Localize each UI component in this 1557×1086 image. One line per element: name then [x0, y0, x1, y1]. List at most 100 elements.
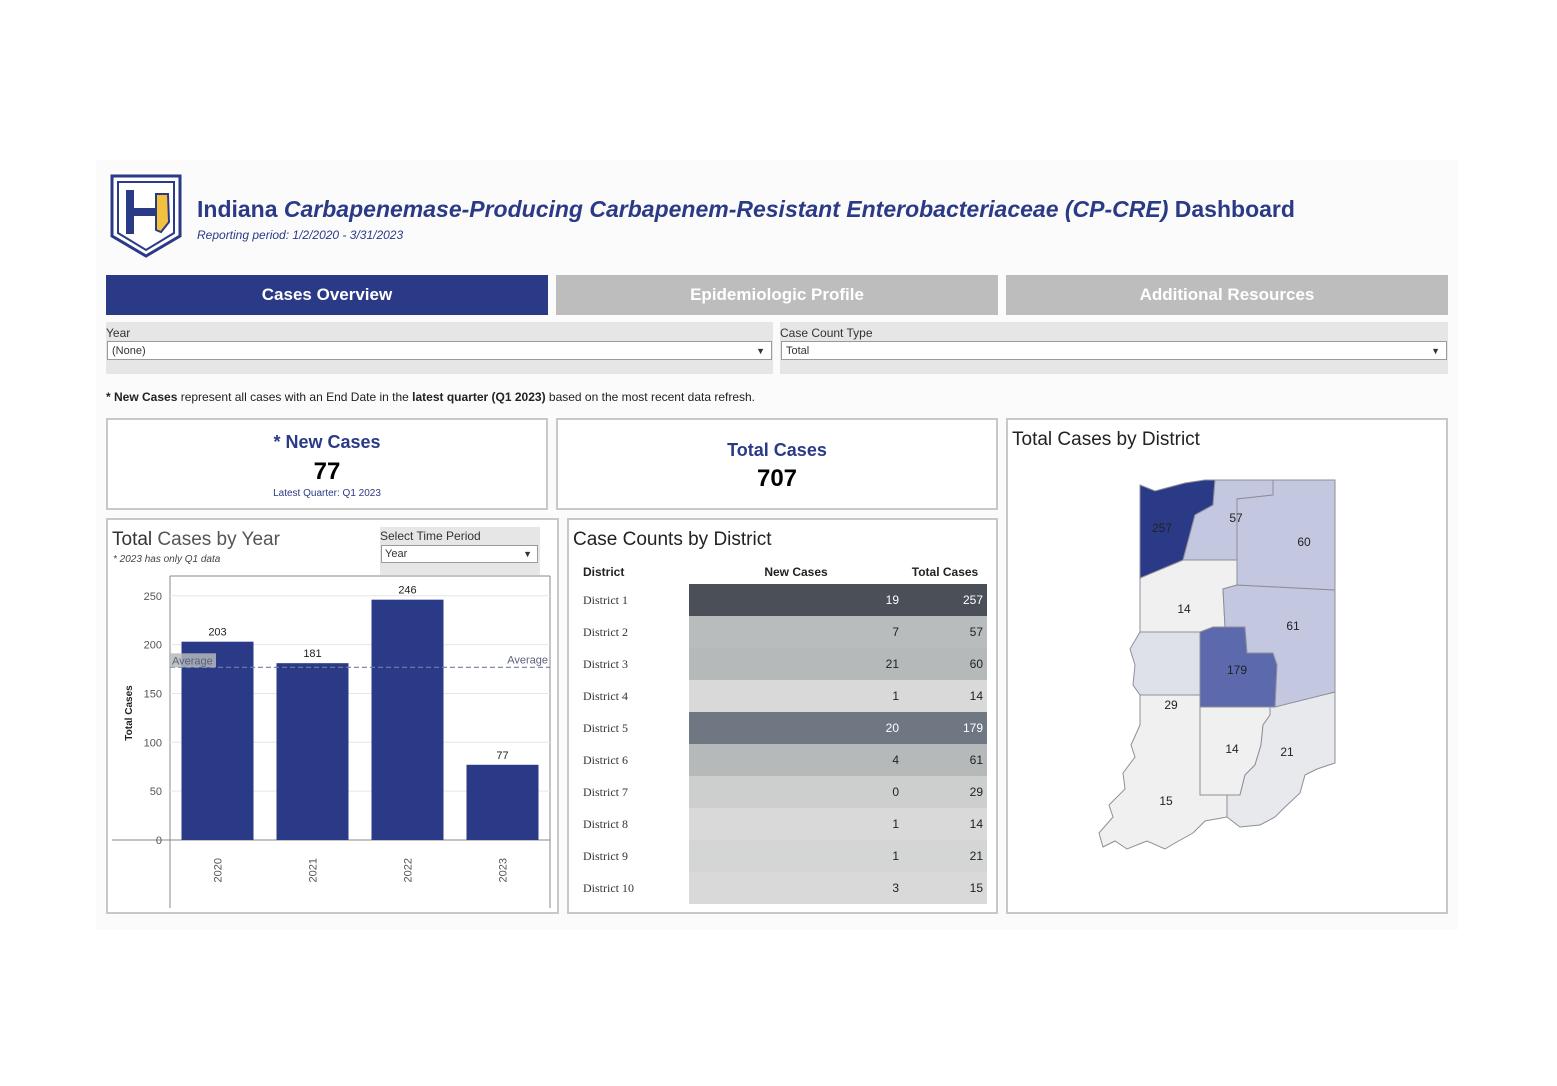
new-cases-card: * New Cases 77 Latest Quarter: Q1 2023 — [106, 418, 548, 510]
district-7-label: 29 — [1164, 698, 1178, 712]
new-cases-cell: 7 — [689, 616, 903, 648]
new-cases-cell: 0 — [689, 776, 903, 808]
reporting-period: Reporting period: 1/2/2020 - 3/31/2023 — [197, 228, 404, 242]
indiana-district-map: 257 57 60 14 61 179 29 14 21 15 — [1098, 479, 1336, 850]
chevron-down-icon: ▼ — [1431, 346, 1440, 356]
bar-value-label: 246 — [398, 585, 416, 597]
district-name-cell: District 5 — [577, 712, 689, 744]
district-1-label: 257 — [1152, 521, 1172, 535]
district-name-cell: District 1 — [577, 584, 689, 616]
total-cases-cell: 29 — [903, 776, 987, 808]
y-tick-label: 100 — [144, 737, 162, 749]
column-header-district[interactable]: District — [583, 565, 625, 579]
district-3-label: 60 — [1297, 535, 1311, 549]
chevron-down-icon: ▼ — [756, 346, 765, 356]
total-cases-value: 707 — [756, 465, 798, 492]
case-count-type-value: Total — [786, 345, 810, 357]
new-cases-cell: 4 — [689, 744, 903, 776]
district-10-label: 15 — [1159, 794, 1173, 808]
district-6-region[interactable] — [1222, 584, 1336, 708]
cases-by-year-footnote: * 2023 has only Q1 data — [113, 554, 221, 565]
chevron-down-icon: ▼ — [523, 549, 532, 559]
bar-2021 — [276, 663, 349, 840]
total-cases-cell: 60 — [903, 648, 987, 680]
district-map-title: Total Cases by District — [1012, 429, 1200, 450]
page-title: Indiana Carbapenemase-Producing Carbapen… — [197, 196, 1295, 222]
new-cases-subtitle: Latest Quarter: Q1 2023 — [273, 488, 381, 499]
bar-2022 — [371, 599, 444, 840]
new-cases-value: 77 — [313, 458, 341, 485]
y-tick-label: 50 — [150, 786, 162, 798]
total-cases-cell: 179 — [903, 712, 987, 744]
new-cases-cell: 1 — [689, 840, 903, 872]
total-cases-cell: 57 — [903, 616, 987, 648]
bar-2020 — [181, 641, 254, 840]
bar-value-label: 203 — [208, 627, 226, 639]
year-filter: Year (None) ▼ — [106, 322, 773, 374]
time-period-label: Select Time Period — [380, 529, 481, 543]
average-label-bg — [170, 653, 216, 668]
district-table: District New Cases Total Cases District … — [577, 560, 987, 904]
table-row: District 10 3 15 — [577, 872, 987, 904]
x-tick-label: 2022 — [403, 858, 415, 882]
district-name-cell: District 6 — [577, 744, 689, 776]
table-row: District 7 0 29 — [577, 776, 987, 808]
average-label-left: Average — [172, 655, 213, 667]
district-9-region[interactable] — [1226, 691, 1336, 828]
tab-cases-overview[interactable]: Cases Overview — [106, 275, 548, 315]
x-tick-label: 2021 — [308, 858, 320, 882]
total-cases-title: Total Cases — [727, 440, 827, 460]
idoh-logo — [106, 170, 186, 260]
table-row: District 8 1 14 — [577, 808, 987, 840]
district-6-label: 61 — [1286, 619, 1300, 633]
new-cases-title: * New Cases — [273, 432, 381, 452]
district-2-label: 57 — [1229, 511, 1243, 525]
district-4-label: 14 — [1177, 602, 1191, 616]
year-filter-label: Year — [106, 326, 131, 340]
new-cases-note: * New Cases represent all cases with an … — [106, 390, 756, 404]
new-cases-cell: 1 — [689, 680, 903, 712]
x-tick-label: 2020 — [213, 858, 225, 882]
case-count-type-label: Case Count Type — [780, 326, 873, 340]
district-name-cell: District 9 — [577, 840, 689, 872]
district-name-cell: District 8 — [577, 808, 689, 840]
district-3-region[interactable] — [1236, 479, 1336, 591]
district-9-label: 21 — [1280, 745, 1294, 759]
new-cases-cell: 20 — [689, 712, 903, 744]
total-cases-cell: 14 — [903, 680, 987, 712]
district-table-header: District New Cases Total Cases — [577, 560, 987, 584]
tab-additional-resources[interactable]: Additional Resources — [1006, 275, 1448, 315]
new-cases-cell: 3 — [689, 872, 903, 904]
time-period-value: Year — [385, 548, 408, 560]
table-row: District 1 19 257 — [577, 584, 987, 616]
x-tick-label: 2023 — [498, 858, 510, 882]
district-name-cell: District 3 — [577, 648, 689, 680]
time-period-filter: Select Time Period Year ▼ — [380, 527, 540, 575]
district-name-cell: District 2 — [577, 616, 689, 648]
bar-2023 — [466, 764, 539, 840]
y-tick-label: 150 — [144, 688, 162, 700]
district-8-label: 14 — [1225, 742, 1239, 756]
cases-by-year-chart: 0 50 100 150 200 250 Total Cases 203 2020 181 2021… — [112, 575, 551, 908]
y-tick-label: 0 — [156, 835, 162, 847]
district-7-region[interactable] — [1129, 631, 1201, 696]
column-header-total-cases[interactable]: Total Cases — [911, 565, 979, 579]
bar-value-label: 77 — [496, 750, 508, 762]
y-tick-label: 250 — [144, 591, 162, 603]
case-count-type-select[interactable]: Total ▼ — [781, 341, 1447, 360]
total-cases-cell: 257 — [903, 584, 987, 616]
tab-epidemiologic-profile[interactable]: Epidemiologic Profile — [556, 275, 998, 315]
case-count-type-filter: Case Count Type Total ▼ — [780, 322, 1448, 374]
table-row: District 3 21 60 — [577, 648, 987, 680]
table-row: District 5 20 179 — [577, 712, 987, 744]
column-header-new-cases[interactable]: New Cases — [764, 565, 828, 579]
district-name-cell: District 10 — [577, 872, 689, 904]
time-period-select[interactable]: Year ▼ — [381, 545, 538, 563]
year-select[interactable]: (None) ▼ — [107, 341, 772, 360]
total-cases-cell: 14 — [903, 808, 987, 840]
district-table-title: Case Counts by District — [573, 529, 772, 550]
district-name-cell: District 4 — [577, 680, 689, 712]
table-row: District 9 1 21 — [577, 840, 987, 872]
district-5-label: 179 — [1227, 663, 1247, 677]
total-cases-card: Total Cases 707 — [556, 418, 998, 510]
